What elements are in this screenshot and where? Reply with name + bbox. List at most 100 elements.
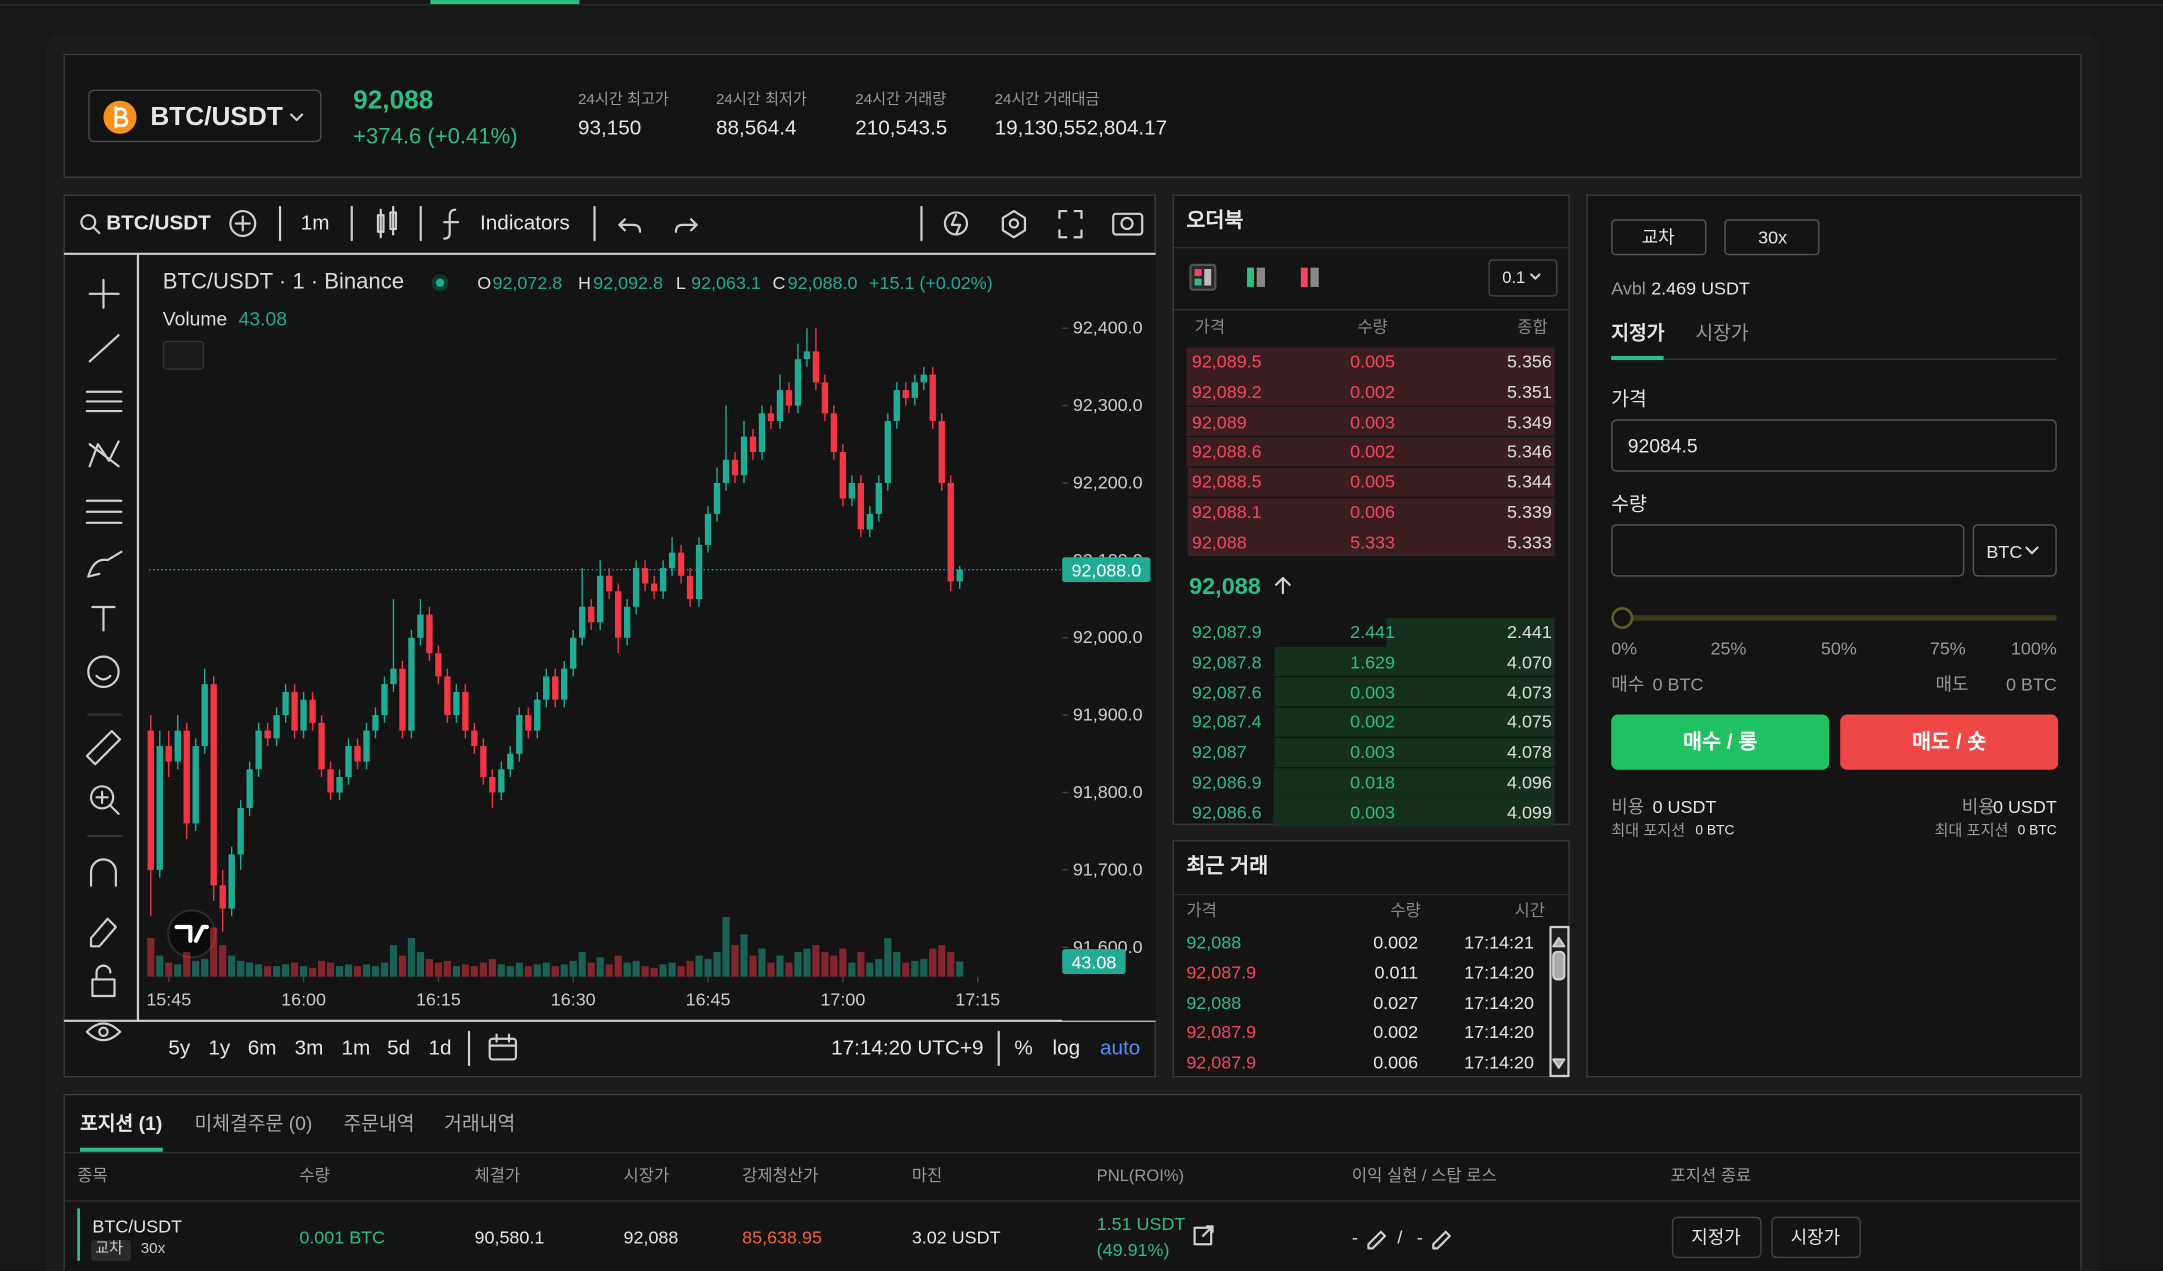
calendar-icon[interactable] [488, 1033, 518, 1061]
drawing-tools[interactable] [89, 858, 117, 887]
trades-scrollbar[interactable] [1552, 950, 1566, 981]
orderbook-view-icons[interactable] [1189, 263, 1319, 291]
drawing-tools[interactable] [85, 278, 123, 1042]
book-price[interactable]: 92,089 [1191, 411, 1247, 432]
toolbar-right-icons[interactable] [1008, 218, 1020, 229]
orderbook-view-icons[interactable] [1256, 267, 1265, 287]
positions-tab[interactable]: 미체결주문 (0) [194, 1111, 313, 1134]
book-price[interactable]: 92,087 [1191, 741, 1247, 763]
undo-redo-icons[interactable] [618, 218, 626, 232]
book-price[interactable]: 92,089.5 [1191, 351, 1262, 372]
positions-tab[interactable]: 거래내역 [444, 1111, 516, 1134]
book-price[interactable]: 92,087.6 [1191, 681, 1262, 703]
range-button[interactable]: 5y [168, 1036, 191, 1061]
search-icon[interactable] [80, 214, 97, 231]
position-icons[interactable] [1367, 1230, 1387, 1250]
book-price[interactable]: 92,088.6 [1191, 441, 1262, 462]
book-price[interactable]: 92,087.4 [1191, 711, 1262, 733]
toolbar-right-icons[interactable] [950, 214, 962, 236]
close-market-button[interactable] [1771, 1216, 1861, 1259]
undo-redo-icons[interactable] [618, 223, 642, 233]
trades-scrollbar[interactable] [1549, 925, 1570, 1078]
slider-knob[interactable] [1611, 606, 1634, 630]
toolbar-right-icons[interactable] [1120, 216, 1134, 231]
step-select[interactable] [1488, 259, 1558, 297]
order-tab[interactable]: 시장가 [1695, 321, 1749, 344]
add-symbol-icon[interactable] [229, 209, 257, 237]
drawing-tools[interactable] [91, 605, 116, 632]
book-price[interactable]: 92,087.9 [1191, 621, 1262, 643]
close-limit[interactable]: 지정가 [1691, 1227, 1741, 1248]
range-button[interactable]: 6m [247, 1036, 277, 1061]
orderbook-view-icons[interactable] [1194, 278, 1202, 286]
book-price[interactable]: 92,086.6 [1191, 801, 1262, 823]
trades-scrollbar[interactable] [1552, 1058, 1566, 1069]
drawing-tools[interactable] [88, 440, 120, 468]
indicators-icon[interactable] [443, 208, 460, 240]
log-toggle[interactable]: log [1052, 1036, 1081, 1061]
toolbar-right-icons[interactable] [1058, 209, 1083, 239]
qty-input[interactable] [1611, 524, 1965, 577]
position-icons[interactable] [1193, 1225, 1451, 1250]
orderbook-view-icons[interactable] [1247, 267, 1254, 287]
drawing-tools[interactable] [98, 1026, 109, 1038]
sell-button[interactable] [1840, 714, 2059, 770]
leverage[interactable]: 30x [1758, 226, 1788, 248]
leverage-button[interactable] [1724, 219, 1820, 256]
toolbar-right-icons[interactable] [943, 209, 1144, 239]
range-button[interactable]: 1m [341, 1036, 371, 1061]
undo-redo-icons[interactable] [690, 218, 698, 232]
indicators-icon[interactable] [443, 208, 457, 240]
range-button[interactable]: 5d [387, 1036, 411, 1061]
pair-name[interactable]: BTC/USDT [150, 102, 283, 132]
range-button[interactable]: 1d [428, 1036, 452, 1061]
orderbook-view-icons[interactable] [1189, 263, 1217, 291]
orderbook-view-icons[interactable] [1194, 268, 1202, 276]
trades-scrollbar[interactable] [1552, 936, 1566, 948]
drawing-tools[interactable] [95, 674, 112, 681]
drawing-tools[interactable] [89, 917, 117, 948]
drawing-tools[interactable] [87, 550, 123, 578]
margin-mode[interactable]: 교차 [1641, 226, 1675, 248]
search-icon[interactable] [92, 226, 101, 235]
drawing-tools[interactable] [85, 730, 122, 766]
drawing-tools[interactable] [95, 964, 112, 981]
range-button[interactable]: 1y [208, 1036, 231, 1061]
positions-tab[interactable]: 포지션 (1) [80, 1111, 163, 1134]
orderbook-view-icons[interactable] [1204, 268, 1212, 286]
slider-track[interactable] [1622, 615, 2057, 621]
interval[interactable]: 1m [300, 211, 330, 236]
toolbar-right-icons[interactable] [1112, 212, 1144, 236]
position-icons[interactable] [1432, 1230, 1451, 1250]
order-tab[interactable]: 지정가 [1611, 321, 1665, 344]
percent-toggle[interactable]: % [1014, 1036, 1033, 1061]
book-price[interactable]: 92,087.8 [1191, 651, 1262, 673]
buy-button-label[interactable]: 매수 / 롱 [1683, 730, 1758, 754]
symbol-search[interactable]: BTC/USDT [106, 211, 211, 236]
buy-button[interactable] [1611, 714, 1830, 770]
indicators-button[interactable]: Indicators [480, 211, 570, 236]
drawing-tools[interactable] [85, 1022, 122, 1042]
book-price[interactable]: 92,089.2 [1191, 381, 1262, 402]
orderbook-view-icons[interactable] [1310, 267, 1319, 287]
price-input[interactable] [1611, 419, 2057, 472]
drawing-tools[interactable] [109, 804, 120, 815]
position-icons[interactable] [1201, 1225, 1214, 1238]
book-price[interactable]: 92,088.1 [1191, 501, 1262, 523]
book-price[interactable]: 92,088 [1191, 531, 1247, 553]
trades-scrollbar[interactable] [1549, 925, 1570, 1078]
book-price[interactable]: 92,086.9 [1191, 771, 1262, 793]
collapse-legend[interactable] [162, 340, 205, 370]
drawing-tools[interactable] [88, 334, 120, 363]
auto-toggle[interactable]: auto [1099, 1036, 1141, 1061]
orderbook-view-icons[interactable] [1300, 267, 1308, 287]
pair-selector[interactable] [88, 89, 322, 143]
undo-redo-icons[interactable] [674, 223, 698, 233]
drawing-tools[interactable] [91, 978, 116, 998]
undo-redo-icons[interactable] [618, 218, 698, 233]
candle-type-icon[interactable] [376, 205, 398, 239]
calendar-icon[interactable] [488, 1037, 518, 1061]
close-market[interactable]: 시장가 [1790, 1227, 1841, 1248]
drawing-tools[interactable] [88, 278, 120, 309]
margin-mode-button[interactable] [1611, 219, 1707, 256]
